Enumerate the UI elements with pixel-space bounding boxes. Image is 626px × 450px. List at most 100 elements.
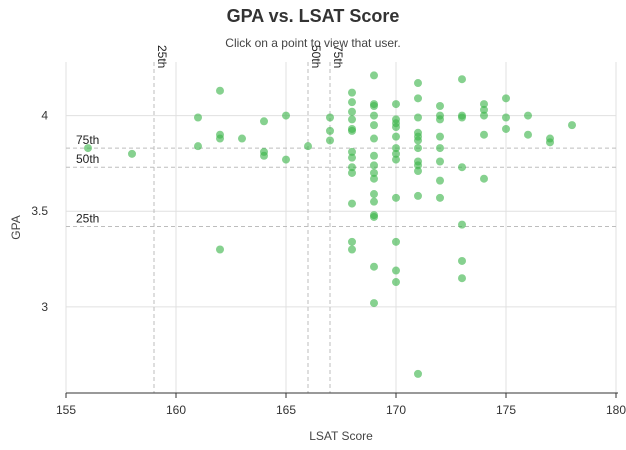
data-point[interactable] bbox=[436, 176, 444, 185]
data-point[interactable] bbox=[216, 134, 224, 143]
data-point[interactable] bbox=[326, 136, 334, 145]
data-point[interactable] bbox=[414, 136, 422, 145]
data-point[interactable] bbox=[502, 113, 510, 122]
data-point[interactable] bbox=[216, 245, 224, 254]
data-point[interactable] bbox=[348, 168, 356, 177]
data-point[interactable] bbox=[458, 163, 466, 172]
data-point[interactable] bbox=[348, 98, 356, 107]
data-point[interactable] bbox=[524, 130, 532, 139]
data-point[interactable] bbox=[348, 126, 356, 135]
data-point[interactable] bbox=[458, 274, 466, 283]
data-point[interactable] bbox=[480, 100, 488, 109]
data-point[interactable] bbox=[348, 115, 356, 124]
data-point[interactable] bbox=[348, 237, 356, 246]
data-point[interactable] bbox=[392, 278, 400, 287]
data-point[interactable] bbox=[480, 130, 488, 139]
data-point[interactable] bbox=[370, 168, 378, 177]
data-point[interactable] bbox=[436, 115, 444, 124]
data-point[interactable] bbox=[458, 256, 466, 265]
data-point[interactable] bbox=[524, 111, 532, 120]
data-point[interactable] bbox=[414, 94, 422, 103]
data-point[interactable] bbox=[436, 193, 444, 202]
chart-title: GPA vs. LSAT Score bbox=[226, 6, 400, 26]
data-point[interactable] bbox=[414, 79, 422, 88]
data-point[interactable] bbox=[370, 174, 378, 183]
data-point[interactable] bbox=[414, 191, 422, 200]
data-point[interactable] bbox=[370, 102, 378, 111]
data-point[interactable] bbox=[84, 144, 92, 153]
data-point[interactable] bbox=[194, 113, 202, 122]
data-point[interactable] bbox=[392, 237, 400, 246]
data-point[interactable] bbox=[392, 193, 400, 202]
data-point[interactable] bbox=[370, 151, 378, 160]
axis-layer: 155 160 165 170 175 180 3 3.5 4 bbox=[31, 109, 626, 417]
data-point[interactable] bbox=[436, 157, 444, 166]
data-point[interactable] bbox=[480, 111, 488, 120]
data-point[interactable] bbox=[414, 369, 422, 378]
data-point[interactable] bbox=[392, 100, 400, 109]
data-point[interactable] bbox=[370, 111, 378, 120]
data-point[interactable] bbox=[392, 144, 400, 153]
data-point[interactable] bbox=[282, 155, 290, 164]
data-point[interactable] bbox=[370, 262, 378, 271]
points-layer bbox=[84, 71, 576, 378]
data-point[interactable] bbox=[436, 102, 444, 111]
data-point[interactable] bbox=[370, 121, 378, 130]
data-point[interactable] bbox=[348, 88, 356, 97]
data-point[interactable] bbox=[348, 147, 356, 156]
data-point[interactable] bbox=[304, 142, 312, 151]
x-tick-label: 155 bbox=[56, 403, 76, 417]
reference-lines-layer: 25th 50th 75th 75th 50th 25th bbox=[66, 45, 616, 393]
x-tick-label: 180 bbox=[606, 403, 626, 417]
data-point[interactable] bbox=[436, 132, 444, 141]
data-point[interactable] bbox=[414, 144, 422, 153]
data-point[interactable] bbox=[392, 155, 400, 164]
data-point[interactable] bbox=[326, 126, 334, 135]
data-point[interactable] bbox=[370, 161, 378, 170]
data-point[interactable] bbox=[546, 138, 554, 147]
y-tick-label: 3 bbox=[41, 300, 48, 314]
data-point[interactable] bbox=[414, 161, 422, 170]
data-point[interactable] bbox=[370, 299, 378, 308]
data-point[interactable] bbox=[392, 132, 400, 141]
data-point[interactable] bbox=[458, 75, 466, 84]
data-point[interactable] bbox=[370, 134, 378, 143]
data-point[interactable] bbox=[326, 113, 334, 122]
data-point[interactable] bbox=[392, 149, 400, 158]
data-point[interactable] bbox=[502, 94, 510, 103]
data-point[interactable] bbox=[370, 190, 378, 199]
data-point[interactable] bbox=[370, 197, 378, 206]
x-tick-label: 160 bbox=[166, 403, 186, 417]
data-point[interactable] bbox=[260, 151, 268, 160]
x-tick-label: 170 bbox=[386, 403, 406, 417]
data-point[interactable] bbox=[458, 113, 466, 122]
data-point[interactable] bbox=[436, 144, 444, 153]
data-point[interactable] bbox=[348, 199, 356, 208]
data-point[interactable] bbox=[568, 121, 576, 130]
data-point[interactable] bbox=[216, 86, 224, 95]
data-point[interactable] bbox=[260, 117, 268, 126]
data-point[interactable] bbox=[414, 167, 422, 176]
data-point[interactable] bbox=[480, 105, 488, 114]
data-point[interactable] bbox=[392, 123, 400, 132]
data-point[interactable] bbox=[348, 107, 356, 116]
data-point[interactable] bbox=[458, 220, 466, 229]
data-point[interactable] bbox=[370, 71, 378, 80]
data-point[interactable] bbox=[282, 111, 290, 120]
data-point[interactable] bbox=[502, 124, 510, 133]
data-point[interactable] bbox=[392, 266, 400, 275]
chart-subtitle: Click on a point to view that user. bbox=[225, 36, 401, 50]
data-point[interactable] bbox=[238, 134, 246, 143]
data-point[interactable] bbox=[348, 163, 356, 172]
data-point[interactable] bbox=[348, 245, 356, 254]
data-point[interactable] bbox=[414, 113, 422, 122]
data-point[interactable] bbox=[348, 153, 356, 162]
data-point[interactable] bbox=[370, 212, 378, 221]
x-tick-label: 175 bbox=[496, 403, 516, 417]
data-point[interactable] bbox=[194, 142, 202, 151]
data-point[interactable] bbox=[128, 149, 136, 158]
vertical-percentile-label: 75th bbox=[331, 45, 345, 68]
horizontal-percentile-label: 75th bbox=[76, 133, 99, 147]
data-point[interactable] bbox=[480, 174, 488, 183]
